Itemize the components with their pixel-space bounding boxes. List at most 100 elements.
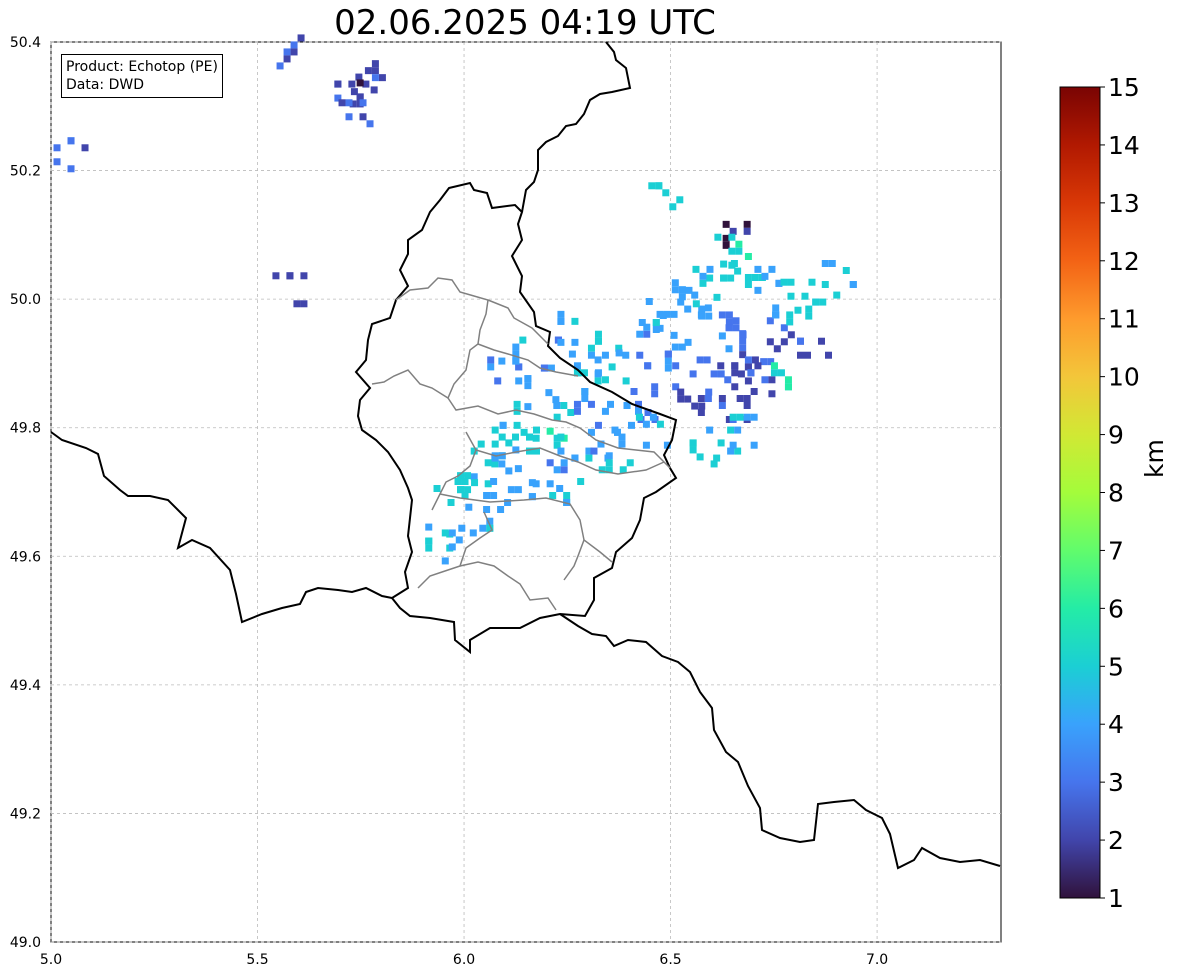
radar-cell xyxy=(713,454,721,462)
radar-cell xyxy=(528,493,536,501)
radar-cell xyxy=(671,286,679,294)
radar-cell xyxy=(784,376,792,384)
radar-cell xyxy=(699,272,707,280)
radar-cell xyxy=(348,80,356,88)
radar-cell xyxy=(490,492,498,499)
radar-cell xyxy=(507,486,515,494)
radar-cell xyxy=(540,364,548,372)
radar-cell xyxy=(601,407,609,415)
radar-cell xyxy=(553,413,561,421)
radar-cell xyxy=(53,144,61,152)
radar-cell xyxy=(704,304,712,312)
radar-cell xyxy=(553,441,561,449)
radar-cell xyxy=(743,395,751,402)
radar-cell xyxy=(556,485,564,492)
canton-borders xyxy=(371,277,671,611)
radar-cell xyxy=(67,137,75,145)
radar-cell xyxy=(717,362,725,370)
radar-cell xyxy=(532,480,540,488)
radar-cell xyxy=(821,281,829,288)
radar-cell xyxy=(479,524,487,532)
radar-cell xyxy=(524,375,532,383)
radar-cell xyxy=(714,233,722,241)
radar-cell xyxy=(849,281,857,288)
radar-cell xyxy=(705,312,713,320)
radar-cell xyxy=(355,73,363,81)
radar-cell xyxy=(487,363,495,371)
radar-cell xyxy=(691,402,699,410)
radar-cell xyxy=(725,324,733,332)
radar-cell xyxy=(743,220,751,228)
radar-cell xyxy=(499,421,507,429)
radar-cell xyxy=(689,446,697,454)
radar-cell xyxy=(547,364,555,372)
radar-cell xyxy=(722,241,730,249)
radar-cell xyxy=(692,300,700,308)
radar-cell xyxy=(458,524,466,532)
radar-cell xyxy=(494,377,502,385)
radar-cell xyxy=(735,247,743,255)
radar-cell xyxy=(577,478,585,485)
radar-cell xyxy=(663,441,671,449)
radar-cell xyxy=(684,305,692,313)
radar-cell xyxy=(651,390,659,398)
radar-cell xyxy=(696,356,704,364)
radar-cell xyxy=(524,382,532,390)
radar-cell xyxy=(491,454,499,462)
radar-cell xyxy=(643,323,651,331)
y-tick-label: 49.0 xyxy=(10,935,41,951)
radar-cell xyxy=(722,234,730,242)
radar-cell xyxy=(614,428,621,436)
radar-cell xyxy=(751,356,759,364)
radar-cell xyxy=(651,383,659,391)
radar-cell xyxy=(669,203,677,211)
radar-cell xyxy=(491,440,499,448)
radar-cell xyxy=(761,272,769,280)
radar-cell xyxy=(786,311,794,319)
radar-cell xyxy=(560,466,568,474)
radar-cell xyxy=(698,305,706,313)
radar-cell xyxy=(300,300,308,308)
radar-cell xyxy=(784,383,792,391)
radar-cell xyxy=(684,338,692,346)
y-axis-ticks: 50.4 50.2 50.0 49.8 49.6 49.4 49.2 49.0 xyxy=(10,35,41,951)
radar-cell xyxy=(605,459,613,467)
radar-cell xyxy=(729,441,737,449)
radar-cell xyxy=(497,506,505,513)
radar-cell xyxy=(794,306,802,314)
radar-cell xyxy=(744,377,752,385)
radar-cell xyxy=(842,267,850,274)
radar-cell xyxy=(672,362,680,370)
radar-cell xyxy=(664,350,672,358)
radar-cell xyxy=(283,48,291,56)
radar-cell xyxy=(364,67,372,75)
radar-cell xyxy=(804,351,811,359)
radar-cell xyxy=(734,267,742,275)
radar-cell xyxy=(334,94,342,102)
radar-cell xyxy=(283,55,291,63)
radar-cell xyxy=(498,452,506,460)
radar-cell xyxy=(622,377,630,385)
radar-cell xyxy=(643,330,651,338)
radar-cell xyxy=(787,278,795,286)
radar-cell xyxy=(594,337,602,345)
radar-cell xyxy=(300,272,308,280)
radar-cell xyxy=(685,286,693,294)
radar-cell xyxy=(483,492,491,499)
country-border-luxembourg xyxy=(354,181,678,655)
radar-cell xyxy=(718,332,726,340)
product-label: Product: Echotop (PE) xyxy=(66,59,218,75)
radar-cell xyxy=(371,67,379,75)
radar-cell xyxy=(710,370,718,378)
radar-cell xyxy=(533,426,540,434)
radar-cell xyxy=(356,79,364,87)
radar-cell xyxy=(743,413,751,421)
radar-cell xyxy=(441,529,449,537)
radar-cell xyxy=(731,362,739,370)
radar-cell xyxy=(768,376,776,384)
radar-cell xyxy=(801,292,809,300)
radar-cell xyxy=(659,312,667,319)
radar-cell xyxy=(773,345,781,353)
y-tick-label: 49.8 xyxy=(10,421,41,437)
radar-cell xyxy=(568,350,576,358)
